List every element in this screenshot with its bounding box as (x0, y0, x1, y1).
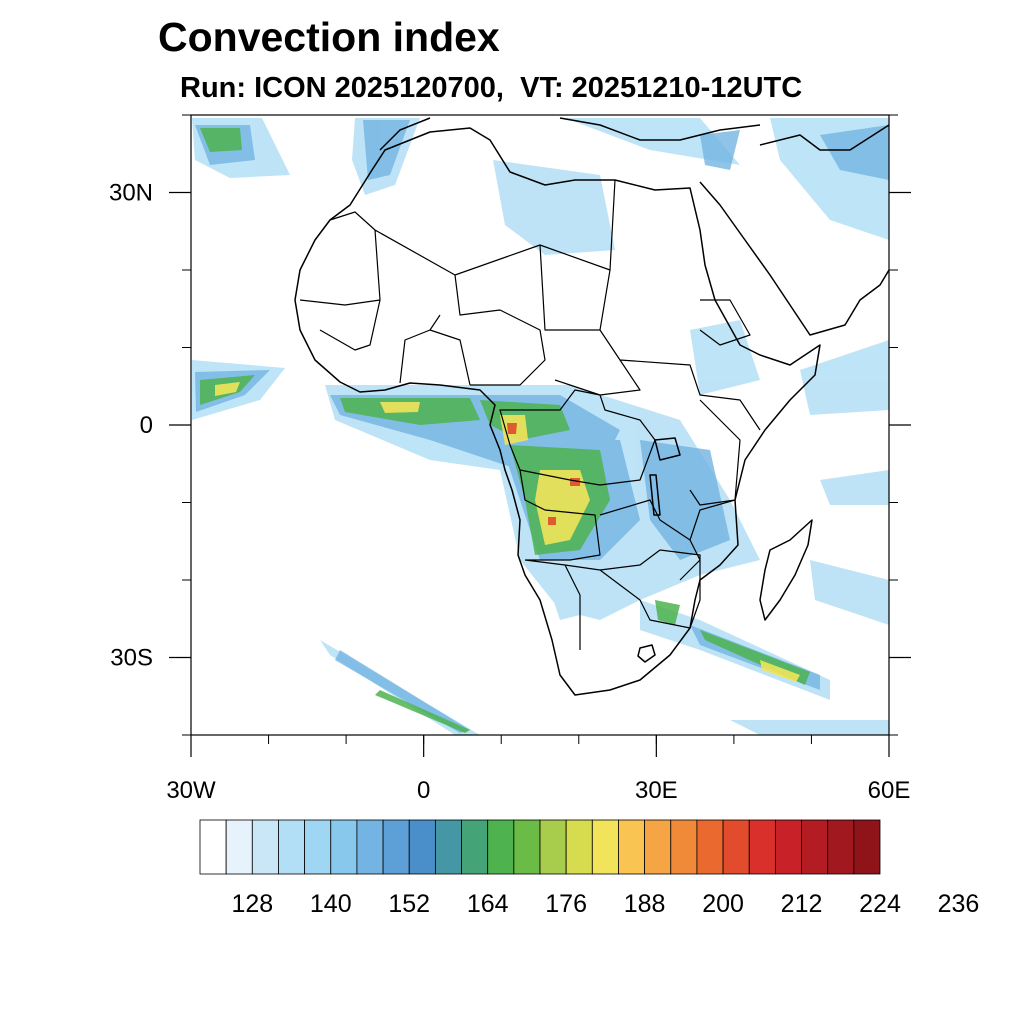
colorbar-box (225, 819, 253, 875)
madagascar (759, 519, 813, 621)
colorbar-label: 200 (702, 890, 744, 918)
coastline-borders (294, 117, 889, 696)
lake-tanganyika (649, 474, 661, 516)
colorbar-box (696, 819, 724, 875)
colorbar-label: 128 (231, 890, 273, 918)
shading-red (507, 423, 580, 525)
colorbar-box (278, 819, 306, 875)
colorbar-box (722, 819, 750, 875)
colorbar-label: 140 (310, 890, 352, 918)
lesotho-border (637, 644, 656, 663)
colorbar-box (670, 819, 698, 875)
colorbar-label: 224 (859, 890, 901, 918)
colorbar-box (748, 819, 776, 875)
lat-tick-label: 0 (140, 412, 153, 439)
colorbar-box (199, 819, 227, 875)
arabia-coast (699, 124, 889, 336)
convection-field (192, 118, 889, 735)
lon-tick-label: 60E (868, 777, 911, 804)
colorbar-box (408, 819, 436, 875)
colorbar-box (774, 819, 802, 875)
axis-layer: 30W 0 30E 60E 30N 0 30S (109, 114, 911, 804)
map-title: Convection index (158, 14, 500, 60)
colorbar-label: 212 (781, 890, 823, 918)
colorbar-box (251, 819, 279, 875)
colorbar-box (356, 819, 384, 875)
lon-tick-label: 30W (166, 777, 216, 804)
colorbar-box (565, 819, 593, 875)
lat-tick-label: 30S (110, 645, 153, 672)
lon-tick-label: 0 (417, 777, 430, 804)
lat-tick-label: 30N (109, 180, 153, 207)
colorbar: 128 140 152 164 176 188 200 212 224 236 (199, 819, 980, 918)
colorbar-box (330, 819, 358, 875)
colorbar-box (827, 819, 855, 875)
colorbar-label: 236 (938, 890, 980, 918)
colorbar-label: 188 (624, 890, 666, 918)
colorbar-box (539, 819, 567, 875)
lake-victoria (654, 437, 681, 461)
colorbar-box (487, 819, 515, 875)
colorbar-box (513, 819, 541, 875)
colorbar-label: 152 (388, 890, 430, 918)
colorbar-box (644, 819, 672, 875)
colorbar-box (461, 819, 489, 875)
colorbar-box (618, 819, 646, 875)
lon-tick-label: 30E (635, 777, 678, 804)
shading-yellow (215, 382, 800, 682)
colorbar-box (434, 819, 462, 875)
map-subtitle: Run: ICON 2025120700, VT: 20251210-12UTC (180, 72, 803, 104)
colorbar-box (382, 819, 410, 875)
colorbar-box (801, 819, 829, 875)
colorbar-label: 176 (545, 890, 587, 918)
colorbar-box (853, 819, 881, 875)
mediterranean-coast (379, 117, 761, 151)
colorbar-label: 164 (467, 890, 509, 918)
colorbar-box (591, 819, 619, 875)
colorbar-box (304, 819, 332, 875)
